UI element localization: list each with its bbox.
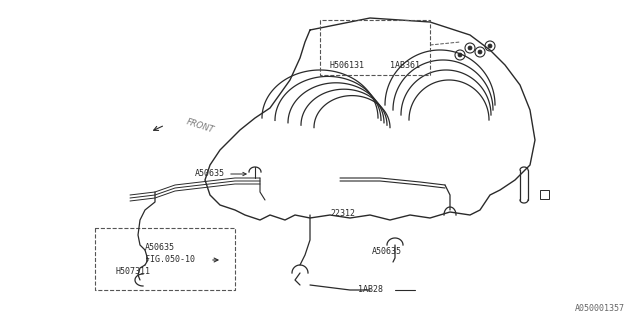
Text: A50635: A50635 xyxy=(195,169,225,178)
Text: 22312: 22312 xyxy=(330,209,355,218)
Bar xyxy=(540,190,549,199)
Circle shape xyxy=(458,53,462,57)
Text: FRONT: FRONT xyxy=(185,117,215,135)
Text: 1AB361: 1AB361 xyxy=(390,60,420,69)
Circle shape xyxy=(488,44,492,48)
Text: FIG.050-10: FIG.050-10 xyxy=(145,255,195,265)
Text: 1AB28: 1AB28 xyxy=(358,285,383,294)
Text: A50635: A50635 xyxy=(372,247,402,257)
Text: H506131: H506131 xyxy=(330,60,365,69)
Text: A050001357: A050001357 xyxy=(575,304,625,313)
Text: A50635: A50635 xyxy=(145,244,175,252)
Circle shape xyxy=(468,46,472,50)
Circle shape xyxy=(478,50,482,54)
Text: H507311: H507311 xyxy=(115,268,150,276)
